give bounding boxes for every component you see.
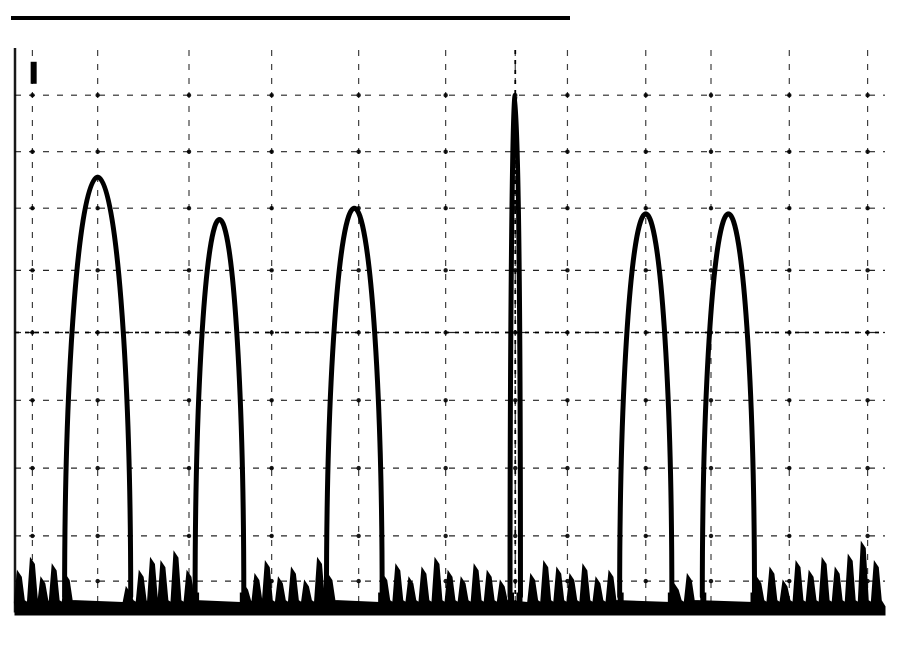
oscilloscope-svg	[0, 0, 902, 662]
oscilloscope-plot	[0, 0, 902, 662]
